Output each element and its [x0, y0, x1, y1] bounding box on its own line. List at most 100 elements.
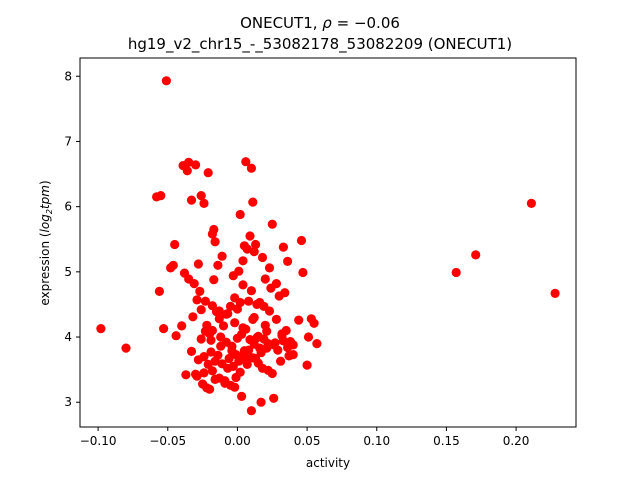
- data-point: [213, 260, 223, 270]
- data-point: [206, 347, 216, 357]
- data-point: [309, 318, 319, 328]
- data-point: [251, 353, 261, 364]
- title-rho-symbol: ρ: [322, 14, 332, 32]
- data-point: [294, 315, 304, 325]
- data-point: [218, 321, 229, 331]
- x-tick-label: 0.20: [503, 434, 530, 448]
- data-point: [96, 324, 106, 334]
- data-point: [192, 295, 202, 305]
- data-point: [186, 195, 197, 205]
- data-point: [288, 350, 298, 360]
- data-point: [248, 314, 258, 324]
- data-point: [267, 368, 277, 379]
- data-point: [302, 360, 312, 370]
- chart-title: ONECUT1, ρ = −0.06: [240, 14, 400, 32]
- data-point: [238, 280, 248, 290]
- data-point: [210, 356, 220, 366]
- data-point: [209, 224, 219, 235]
- data-point: [223, 309, 233, 319]
- data-point: [199, 198, 209, 208]
- data-point: [232, 304, 242, 314]
- data-point: [257, 252, 268, 263]
- data-point: [203, 359, 213, 369]
- data-point: [273, 345, 283, 355]
- data-point: [121, 343, 131, 353]
- data-point: [195, 286, 205, 296]
- data-point: [451, 267, 461, 278]
- y-label-unit: tpm: [38, 185, 52, 209]
- data-point: [303, 332, 314, 342]
- data-point: [207, 366, 217, 376]
- data-point: [246, 286, 256, 296]
- y-label-prefix: expression (: [38, 232, 52, 305]
- data-point: [209, 275, 219, 285]
- data-point: [244, 296, 254, 306]
- x-tick-label: 0.10: [363, 434, 390, 448]
- y-tick-label: 5: [64, 265, 72, 279]
- data-point: [241, 353, 251, 363]
- y-tick-label: 6: [64, 200, 72, 214]
- data-point: [224, 353, 234, 364]
- data-point: [271, 279, 281, 289]
- data-point: [230, 293, 240, 303]
- data-point: [278, 242, 288, 252]
- data-point: [260, 320, 270, 330]
- data-point: [270, 338, 280, 348]
- y-tick-label: 3: [64, 395, 72, 409]
- data-point: [179, 268, 190, 278]
- data-point: [276, 356, 286, 366]
- data-point: [281, 325, 291, 336]
- x-axis-ticks: −0.10 −0.05 0.00 0.05 0.10 0.15 0.20: [80, 427, 530, 448]
- data-point: [260, 274, 270, 284]
- y-tick-label: 7: [64, 134, 72, 148]
- data-point: [207, 325, 217, 336]
- data-point: [245, 231, 255, 241]
- data-point: [252, 299, 262, 309]
- data-point: [235, 209, 245, 220]
- data-point: [283, 256, 293, 266]
- data-point: [203, 168, 213, 178]
- data-point: [156, 191, 166, 201]
- data-point: [251, 239, 261, 250]
- data-point: [207, 301, 217, 311]
- data-point: [264, 263, 275, 273]
- data-point: [217, 251, 227, 261]
- axes-frame: [79, 57, 577, 428]
- data-point: [196, 305, 206, 315]
- data-point: [199, 368, 209, 378]
- data-point: [271, 314, 281, 324]
- data-point: [205, 384, 215, 394]
- x-tick-label: −0.10: [80, 434, 117, 448]
- data-point: [227, 346, 237, 356]
- data-point: [241, 157, 251, 167]
- data-point: [246, 163, 256, 173]
- data-point: [234, 266, 244, 276]
- data-point: [230, 318, 240, 328]
- data-point: [196, 191, 206, 201]
- y-tick-label: 4: [64, 330, 72, 344]
- data-point: [186, 346, 197, 356]
- chart-subtitle: hg19_v2_chr15_-_53082178_53082209 (ONECU…: [127, 35, 513, 53]
- data-point: [249, 247, 259, 257]
- data-point: [237, 391, 247, 401]
- data-point: [177, 321, 187, 331]
- data-point: [225, 301, 236, 311]
- data-point: [159, 324, 169, 334]
- x-tick-label: 0.15: [433, 434, 460, 448]
- data-point: [252, 333, 262, 343]
- y-axis-ticks: 3 4 5 6 7 8: [64, 69, 80, 409]
- data-point: [154, 286, 164, 296]
- data-point: [170, 239, 180, 250]
- data-point: [196, 334, 206, 344]
- y-label-log: log: [38, 214, 52, 233]
- data-point: [550, 288, 560, 298]
- data-point: [298, 267, 308, 278]
- data-point: [244, 345, 254, 355]
- data-point: [269, 393, 279, 403]
- data-point: [181, 370, 191, 380]
- data-point: [184, 157, 194, 167]
- data-point: [161, 76, 171, 86]
- data-point: [168, 260, 178, 270]
- x-tick-label: 0.05: [294, 434, 321, 448]
